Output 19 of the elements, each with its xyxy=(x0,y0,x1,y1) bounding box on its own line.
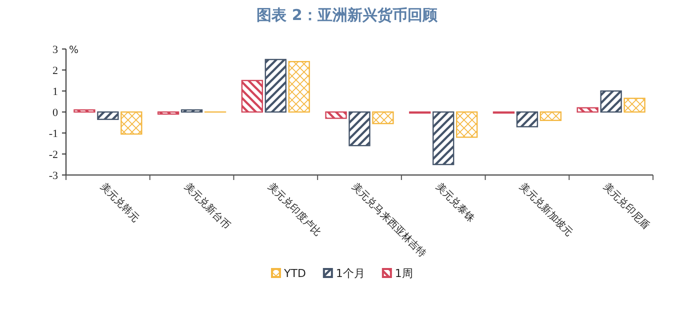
legend-label: 1个月 xyxy=(336,267,365,280)
y-axis-title: % xyxy=(69,45,79,56)
legend-label: 1周 xyxy=(394,267,413,280)
x-tick-label: 美元兑马来西亚林吉特 xyxy=(349,180,429,260)
x-tick-label: 美元兑韩元 xyxy=(98,180,142,224)
y-tick-label: 3 xyxy=(52,44,58,56)
y-tick-label: 1 xyxy=(52,86,58,98)
chart-title: 图表 2：亚洲新兴货币回顾 xyxy=(256,6,438,24)
x-tick-label: 美元兑印度卢比 xyxy=(266,180,324,239)
x-tick-label: 美元兑新台币 xyxy=(182,180,233,232)
x-tick-label: 美元兑泰铢 xyxy=(433,180,478,224)
y-tick-label: 0 xyxy=(52,107,58,119)
y-tick-label: -3 xyxy=(48,170,58,182)
y-tick-label: -1 xyxy=(48,128,58,140)
legend-label: YTD xyxy=(283,267,306,280)
x-tick-label: 美元兑印尼盾 xyxy=(600,180,652,232)
y-tick-label: -2 xyxy=(48,149,58,161)
x-tick-label: 美元兑新加坡元 xyxy=(517,180,576,239)
y-tick-label: 2 xyxy=(52,65,58,77)
